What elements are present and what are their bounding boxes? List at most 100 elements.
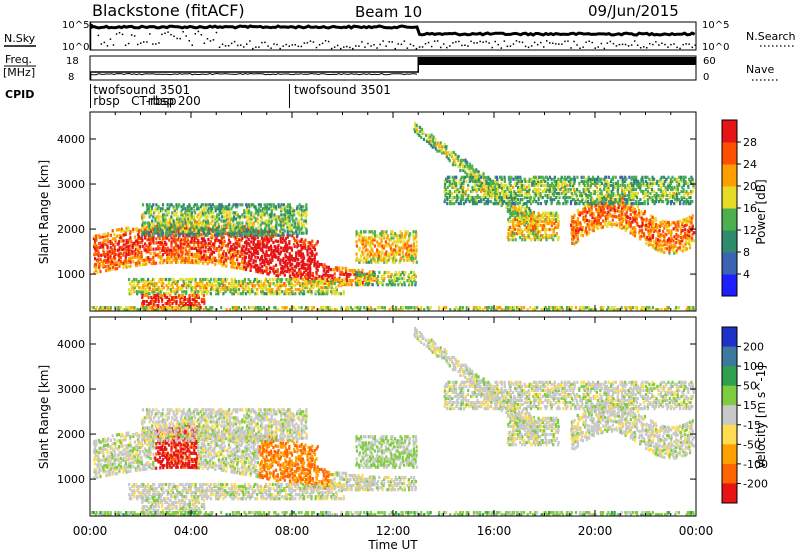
- power-cell: [108, 260, 111, 264]
- power-cell: [385, 230, 388, 234]
- power-cell: [220, 235, 223, 239]
- power-cell: [170, 260, 173, 264]
- power-cell: [147, 302, 151, 306]
- power-cell: [161, 242, 164, 246]
- power-cell: [297, 243, 300, 247]
- power-cell: [209, 209, 213, 213]
- power-cell: [202, 308, 205, 312]
- power-cell: [172, 219, 175, 223]
- power-cell: [519, 227, 522, 232]
- power-cell: [373, 252, 376, 256]
- power-cell: [161, 203, 165, 207]
- power-cell: [201, 221, 204, 225]
- power-cell: [406, 248, 409, 252]
- power-cell: [130, 284, 133, 288]
- power-cell: [106, 250, 109, 254]
- power-cell: [461, 306, 464, 310]
- power-cell: [361, 250, 364, 254]
- power-cell: [690, 218, 693, 222]
- power-cell: [500, 203, 503, 208]
- power-cell: [279, 258, 282, 262]
- power-cell: [270, 219, 273, 223]
- power-cell: [205, 221, 208, 225]
- power-cell: [663, 224, 666, 228]
- power-cell: [106, 268, 109, 272]
- power-cell: [160, 282, 163, 286]
- power-cell: [181, 242, 184, 246]
- power-cell: [539, 223, 542, 228]
- power-cell: [118, 308, 121, 312]
- power-cell: [242, 227, 246, 231]
- power-cell: [475, 168, 478, 172]
- power-cell: [247, 250, 250, 254]
- power-cell: [297, 306, 301, 310]
- power-cell: [405, 232, 408, 236]
- power-cell: [629, 221, 632, 225]
- power-cell: [93, 247, 96, 251]
- power-cell: [189, 227, 192, 231]
- power-cell: [547, 211, 550, 215]
- power-cell: [472, 306, 475, 310]
- nsearch-point: [255, 46, 257, 48]
- power-cell: [590, 222, 594, 226]
- power-cell: [362, 260, 365, 264]
- power-cell: [213, 215, 216, 219]
- power-cell: [527, 217, 530, 221]
- power-cell: [119, 260, 123, 264]
- power-cell: [296, 233, 299, 237]
- power-cell: [462, 198, 465, 202]
- power-cell: [679, 227, 682, 231]
- power-cell: [448, 175, 451, 179]
- power-cell: [302, 266, 305, 270]
- power-cell: [167, 279, 171, 284]
- power-cell: [384, 232, 388, 236]
- power-cell: [394, 273, 397, 277]
- power-cell: [150, 279, 153, 284]
- power-cell: [148, 203, 151, 207]
- power-cell: [600, 226, 603, 230]
- power-cell: [295, 265, 298, 269]
- power-cell: [122, 243, 125, 247]
- power-cell: [182, 203, 185, 207]
- power-cell: [527, 225, 530, 230]
- power-cell: [403, 281, 406, 285]
- power-cell: [654, 247, 657, 251]
- power-cell: [309, 241, 312, 245]
- power-cell: [530, 232, 533, 236]
- power-cell: [261, 269, 264, 273]
- power-cell: [208, 284, 211, 288]
- power-cell: [518, 205, 521, 209]
- power-cell: [376, 256, 380, 260]
- power-cell: [257, 221, 260, 225]
- power-cell: [327, 275, 330, 280]
- nsearch-point: [609, 40, 612, 43]
- power-cell: [327, 308, 330, 312]
- power-cell: [154, 251, 157, 255]
- power-cell: [295, 225, 298, 229]
- power-cell: [279, 205, 282, 209]
- power-cell: [678, 248, 682, 252]
- power-cell: [256, 241, 259, 245]
- nsearch-point: [103, 41, 106, 44]
- power-cell: [172, 205, 175, 209]
- power-cell: [275, 217, 278, 221]
- power-cell: [228, 213, 231, 217]
- power-cell: [266, 219, 269, 223]
- power-cell: [656, 248, 659, 252]
- power-cell: [164, 234, 167, 238]
- power-cell: [183, 258, 186, 262]
- power-cell: [106, 244, 109, 248]
- nsearch-point: [176, 37, 178, 40]
- power-cell: [280, 290, 284, 294]
- power-cell: [98, 308, 101, 312]
- nsearch-point: [649, 42, 651, 45]
- power-cell: [460, 183, 463, 187]
- power-cell: [332, 278, 335, 282]
- power-cell: [462, 181, 465, 185]
- power-cell: [667, 237, 670, 241]
- nsearch-point: [288, 45, 290, 47]
- power-cell: [277, 258, 280, 262]
- power-cell: [518, 223, 521, 228]
- power-cell: [190, 211, 194, 215]
- power-cell: [200, 300, 203, 304]
